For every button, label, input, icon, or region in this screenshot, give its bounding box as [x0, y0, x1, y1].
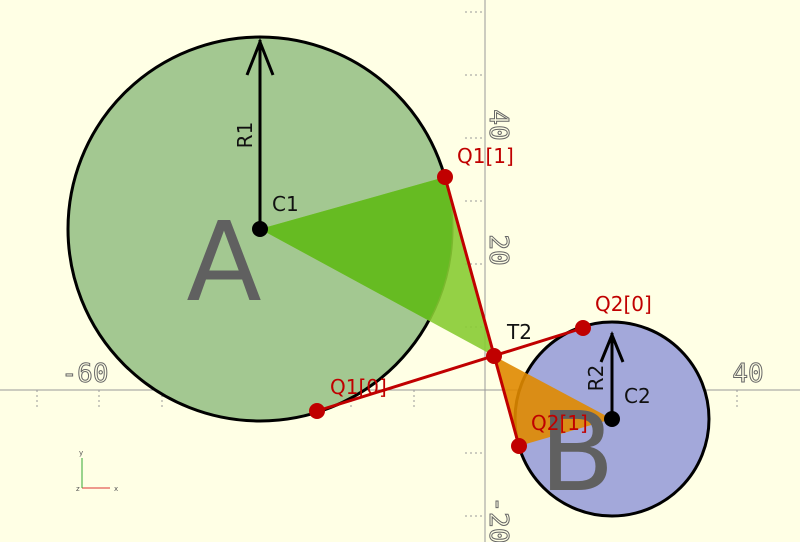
y-axis-labels: 40 20 -20 [483, 109, 514, 542]
center-label: C1 [272, 192, 299, 216]
gizmo-label: y [79, 449, 83, 457]
y-axis-label: 20 [483, 234, 513, 265]
radius-label: R1 [233, 122, 257, 149]
center-c1 [252, 221, 268, 237]
tangent-lines [316, 176, 584, 447]
x-axis-label: 40 [732, 359, 763, 389]
gizmo-label: x [114, 485, 118, 493]
shape-label: A [186, 198, 261, 326]
x-axis-label: -60 [62, 359, 109, 389]
gizmo-label: z [76, 485, 80, 493]
point-label: Q2[0] [595, 292, 652, 316]
points [309, 169, 591, 454]
axis-gizmo: x y z [76, 449, 118, 493]
point-label: Q2[1] [531, 411, 588, 435]
radius-label: R2 [584, 365, 608, 392]
radius-arrows [245, 37, 625, 419]
y-axis-label: -20 [483, 497, 513, 542]
point-label: T2 [506, 320, 532, 344]
center-label: C2 [624, 384, 651, 408]
point-label: Q1[0] [330, 375, 387, 399]
shape-label: B [539, 388, 614, 516]
point-label: Q1[1] [457, 144, 514, 168]
center-c2 [604, 411, 620, 427]
tangent-wedge-b [494, 356, 612, 446]
y-axis-label: 40 [483, 109, 513, 140]
